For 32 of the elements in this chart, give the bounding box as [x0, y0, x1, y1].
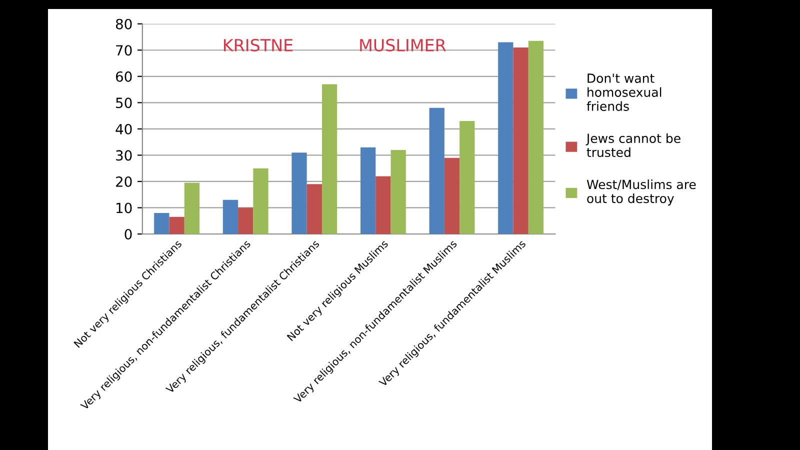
legend-label: Don't want homosexual friends	[586, 74, 662, 111]
bar	[513, 47, 528, 234]
legend-label: West/Muslims are out to destroy	[586, 179, 696, 206]
bar	[429, 108, 444, 234]
bar	[154, 212, 170, 234]
legend-label: Jews cannot be trusted	[586, 133, 680, 158]
y-tick-label: 0	[124, 228, 132, 240]
bar	[238, 208, 254, 234]
bar	[222, 200, 238, 234]
y-tick-label: 80	[116, 18, 132, 30]
bar	[444, 158, 460, 234]
annotation: MUSLIMER	[360, 38, 446, 52]
bar	[169, 216, 184, 234]
y-tick-label: 10	[116, 202, 132, 214]
bar	[360, 147, 376, 234]
bar	[376, 176, 391, 234]
annotation: KRISTNE	[224, 38, 293, 52]
bar	[322, 84, 338, 234]
y-tick-label: 20	[116, 176, 132, 187]
bar	[253, 168, 268, 234]
y-tick-label: 40	[116, 124, 132, 134]
bar	[184, 182, 200, 234]
bar	[460, 121, 475, 234]
bar	[292, 152, 307, 234]
bar	[390, 150, 406, 234]
y-tick-label: 70	[116, 45, 132, 56]
y-tick-label: 50	[116, 98, 132, 108]
y-tick-label: 30	[116, 150, 132, 161]
bar	[306, 184, 322, 234]
bar	[528, 40, 544, 234]
y-tick-label: 60	[116, 71, 132, 82]
bar	[498, 42, 514, 234]
